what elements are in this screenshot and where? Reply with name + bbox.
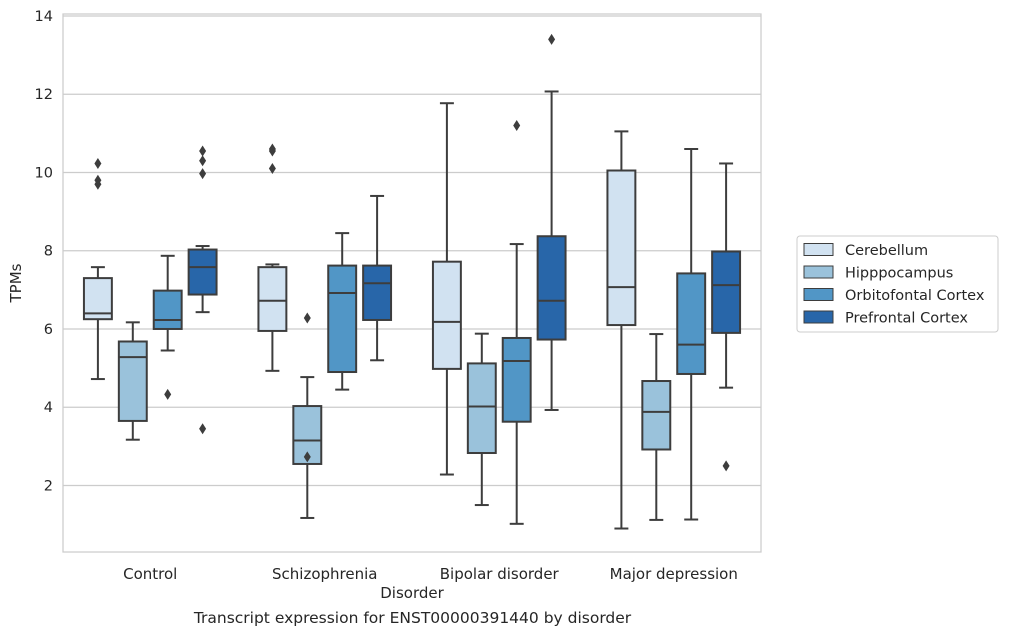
legend-entry: Orbitofontal Cortex	[845, 288, 985, 304]
outlier-point	[303, 451, 311, 463]
x-axis-label: Disorder	[380, 584, 444, 602]
legend-entry: Cerebellum	[845, 243, 928, 259]
box-prefrontal-cortex	[711, 162, 742, 472]
box-iqr	[117, 340, 148, 422]
box-prefrontal-cortex	[362, 194, 393, 362]
box-iqr	[536, 235, 567, 341]
box-iqr	[606, 169, 637, 327]
legend-frame	[796, 235, 999, 333]
outlier-point	[199, 155, 207, 167]
box-plot-chart: 2 4 6 8 10 12 14 Control Schizophrenia Bipolar d…	[7, 9, 999, 602]
y-tick-label: 8	[44, 244, 53, 260]
legend: Cerebellum Hipppocampus Orbitofontal Corte…	[796, 235, 999, 333]
legend-swatch	[803, 265, 834, 279]
y-tick-label: 10	[35, 165, 53, 181]
plot-frame	[62, 13, 762, 553]
outlier-point	[722, 460, 730, 472]
box-iqr	[152, 289, 183, 330]
outlier-point	[199, 145, 207, 157]
box-orbitofontal-cortex	[501, 120, 532, 525]
x-tick-labels: Control Schizophrenia Bipolar disorder Majo…	[123, 565, 738, 583]
figure-caption: Transcript expression for ENST0000039144…	[193, 609, 632, 627]
x-tick-label: Schizophrenia	[272, 565, 377, 583]
x-tick-label: Control	[123, 565, 177, 583]
box-iqr	[327, 264, 358, 374]
box-hipppocampus	[117, 321, 148, 441]
box-orbitofontal-cortex	[327, 232, 358, 391]
outlier-point	[164, 388, 172, 400]
box-iqr	[292, 405, 323, 465]
y-tick-label: 2	[44, 478, 53, 494]
x-tick-label: Major depression	[610, 565, 738, 583]
box-hipppocampus	[641, 333, 672, 521]
box-iqr	[362, 264, 393, 321]
box-iqr	[501, 336, 532, 423]
y-tick-label: 6	[44, 322, 53, 338]
box-prefrontal-cortex	[536, 33, 567, 411]
box-iqr	[641, 380, 672, 451]
box-iqr	[676, 272, 707, 375]
box-cerebellum	[606, 130, 637, 530]
legend-swatch	[803, 310, 834, 324]
y-tick-label: 4	[44, 400, 53, 416]
legend-swatch	[803, 288, 834, 301]
outlier-point	[513, 120, 521, 132]
box-groups	[82, 33, 742, 530]
legend-entry: Hipppocampus	[845, 266, 953, 282]
outlier-point	[199, 168, 207, 180]
box-orbitofontal-cortex	[676, 147, 707, 521]
outlier-point	[268, 143, 276, 155]
outlier-point	[199, 423, 207, 435]
outlier-point	[94, 157, 102, 169]
outlier-point	[303, 312, 311, 324]
box-iqr	[431, 260, 462, 370]
y-tick-labels: 2 4 6 8 10 12 14	[35, 9, 53, 495]
box-cerebellum	[257, 143, 288, 372]
y-axis-label: TPMs	[7, 263, 25, 303]
outlier-point	[268, 163, 276, 175]
legend-swatch	[803, 243, 834, 256]
box-hipppocampus	[466, 332, 497, 507]
box-prefrontal-cortex	[187, 145, 218, 435]
box-iqr	[466, 362, 497, 455]
box-hipppocampus	[292, 312, 323, 519]
x-tick-label: Bipolar disorder	[440, 565, 560, 583]
box-iqr	[257, 266, 288, 332]
box-iqr	[711, 250, 742, 334]
y-tick-label: 14	[35, 9, 53, 25]
box-cerebellum	[431, 102, 462, 476]
outlier-point	[94, 174, 102, 186]
outlier-point	[548, 33, 556, 45]
box-iqr	[187, 248, 218, 296]
box-cerebellum	[82, 157, 113, 381]
box-orbitofontal-cortex	[152, 254, 183, 400]
y-tick-label: 12	[35, 87, 53, 103]
legend-entry: Prefrontal Cortex	[845, 311, 968, 327]
